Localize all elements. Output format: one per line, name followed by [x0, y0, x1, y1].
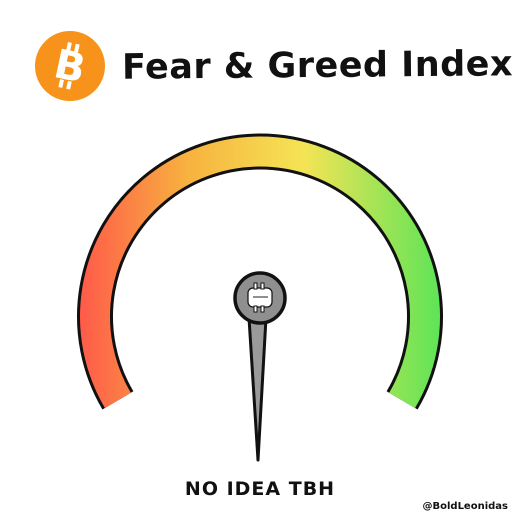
- bitcoin-icon: [247, 282, 273, 313]
- gauge-needle: [247, 316, 268, 462]
- header: B Fear & Greed Index: [34, 30, 513, 102]
- bitcoin-logo-icon: B: [35, 31, 105, 101]
- gauge-arc: [80, 136, 440, 408]
- gauge-reading: NO IDEA TBH: [184, 478, 336, 500]
- author-credit: @BoldLeonidas: [422, 501, 508, 512]
